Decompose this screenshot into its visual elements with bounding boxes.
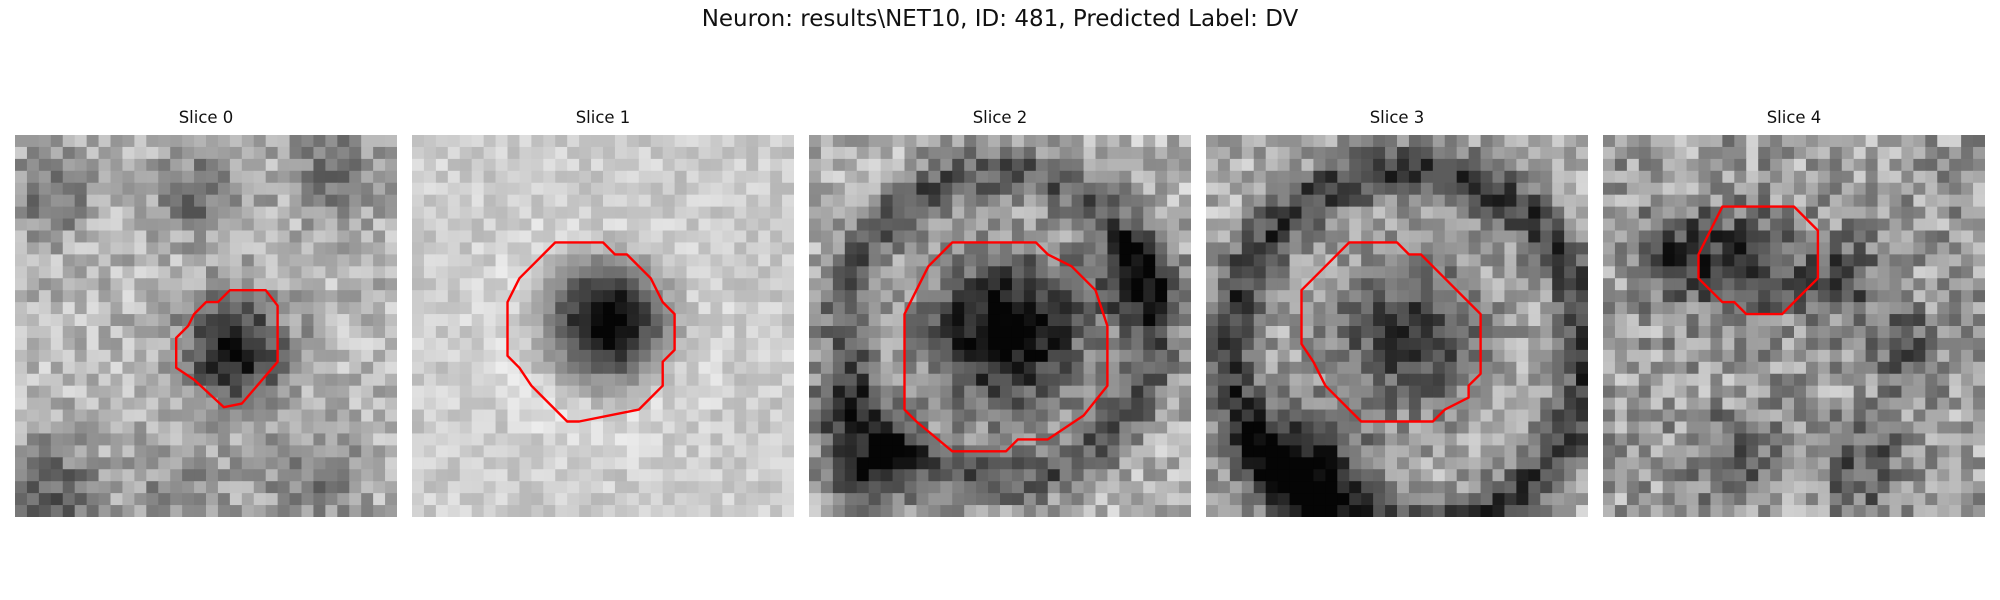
slice-2-pixels: [809, 135, 1191, 517]
panel-title-slice-2: Slice 2: [972, 108, 1028, 127]
slice-2-image: [809, 135, 1191, 517]
slice-4-roi-contour: [1697, 205, 1820, 316]
slice-3-pixels: [1206, 135, 1588, 517]
slice-3-image: [1206, 135, 1588, 517]
slice-4-pixels: [1603, 135, 1985, 517]
slice-1-roi-contour: [506, 241, 676, 423]
slice-0-pixels: [15, 135, 397, 517]
slice-0-roi-contour: [174, 288, 279, 409]
slice-4-svg: [1603, 135, 1985, 517]
slice-1-pixels: [412, 135, 794, 517]
slice-0-image: [15, 135, 397, 517]
slice-3-svg: [1206, 135, 1588, 517]
slice-1-svg: [412, 135, 794, 517]
panel-title-slice-4: Slice 4: [1766, 108, 1822, 127]
slice-2-roi-contour: [903, 241, 1109, 453]
slice-1-image: [412, 135, 794, 517]
slice-4-image: [1603, 135, 1985, 517]
slice-3-roi-contour: [1300, 241, 1482, 423]
panel-title-slice-3: Slice 3: [1369, 108, 1425, 127]
slice-2-svg: [809, 135, 1191, 517]
figure-title: Neuron: results\NET10, ID: 481, Predicte…: [701, 6, 1299, 32]
panel-title-slice-1: Slice 1: [575, 108, 631, 127]
panel-title-slice-0: Slice 0: [178, 108, 234, 127]
slice-0-svg: [15, 135, 397, 517]
